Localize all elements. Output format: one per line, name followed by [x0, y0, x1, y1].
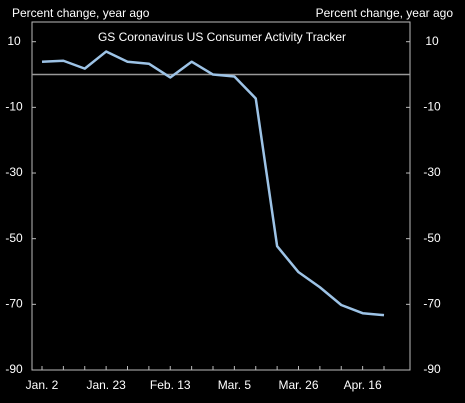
x-tick-label: Mar. 26 [278, 378, 318, 392]
y-tick-label-right: -70 [423, 297, 441, 311]
y-tick-label-right: -10 [423, 100, 441, 114]
y-tick-label-left: -50 [5, 231, 23, 245]
y-tick-label-left: 10 [7, 34, 21, 48]
y-tick-label-right: -30 [423, 165, 441, 179]
y-tick-label-left: -10 [5, 100, 23, 114]
y-axis-label-left: Percent change, year ago [12, 6, 150, 20]
y-tick-label-left: -90 [5, 362, 23, 376]
x-tick-label: Feb. 13 [150, 378, 191, 392]
x-tick-label: Apr. 16 [344, 378, 382, 392]
y-tick-label-left: -70 [5, 297, 23, 311]
y-axis-label-right: Percent change, year ago [316, 6, 454, 20]
y-tick-label-right: -50 [423, 231, 441, 245]
y-tick-label-right: -90 [423, 362, 441, 376]
plot-frame [31, 21, 411, 371]
x-tick-label: Jan. 2 [26, 378, 59, 392]
data-line [41, 50, 385, 317]
x-tick-label: Jan. 23 [86, 378, 126, 392]
chart-title: GS Coronavirus US Consumer Activity Trac… [98, 30, 346, 44]
y-tick-label-right: 10 [425, 34, 439, 48]
x-tick-label: Mar. 5 [218, 378, 252, 392]
y-tick-label-left: -30 [5, 165, 23, 179]
